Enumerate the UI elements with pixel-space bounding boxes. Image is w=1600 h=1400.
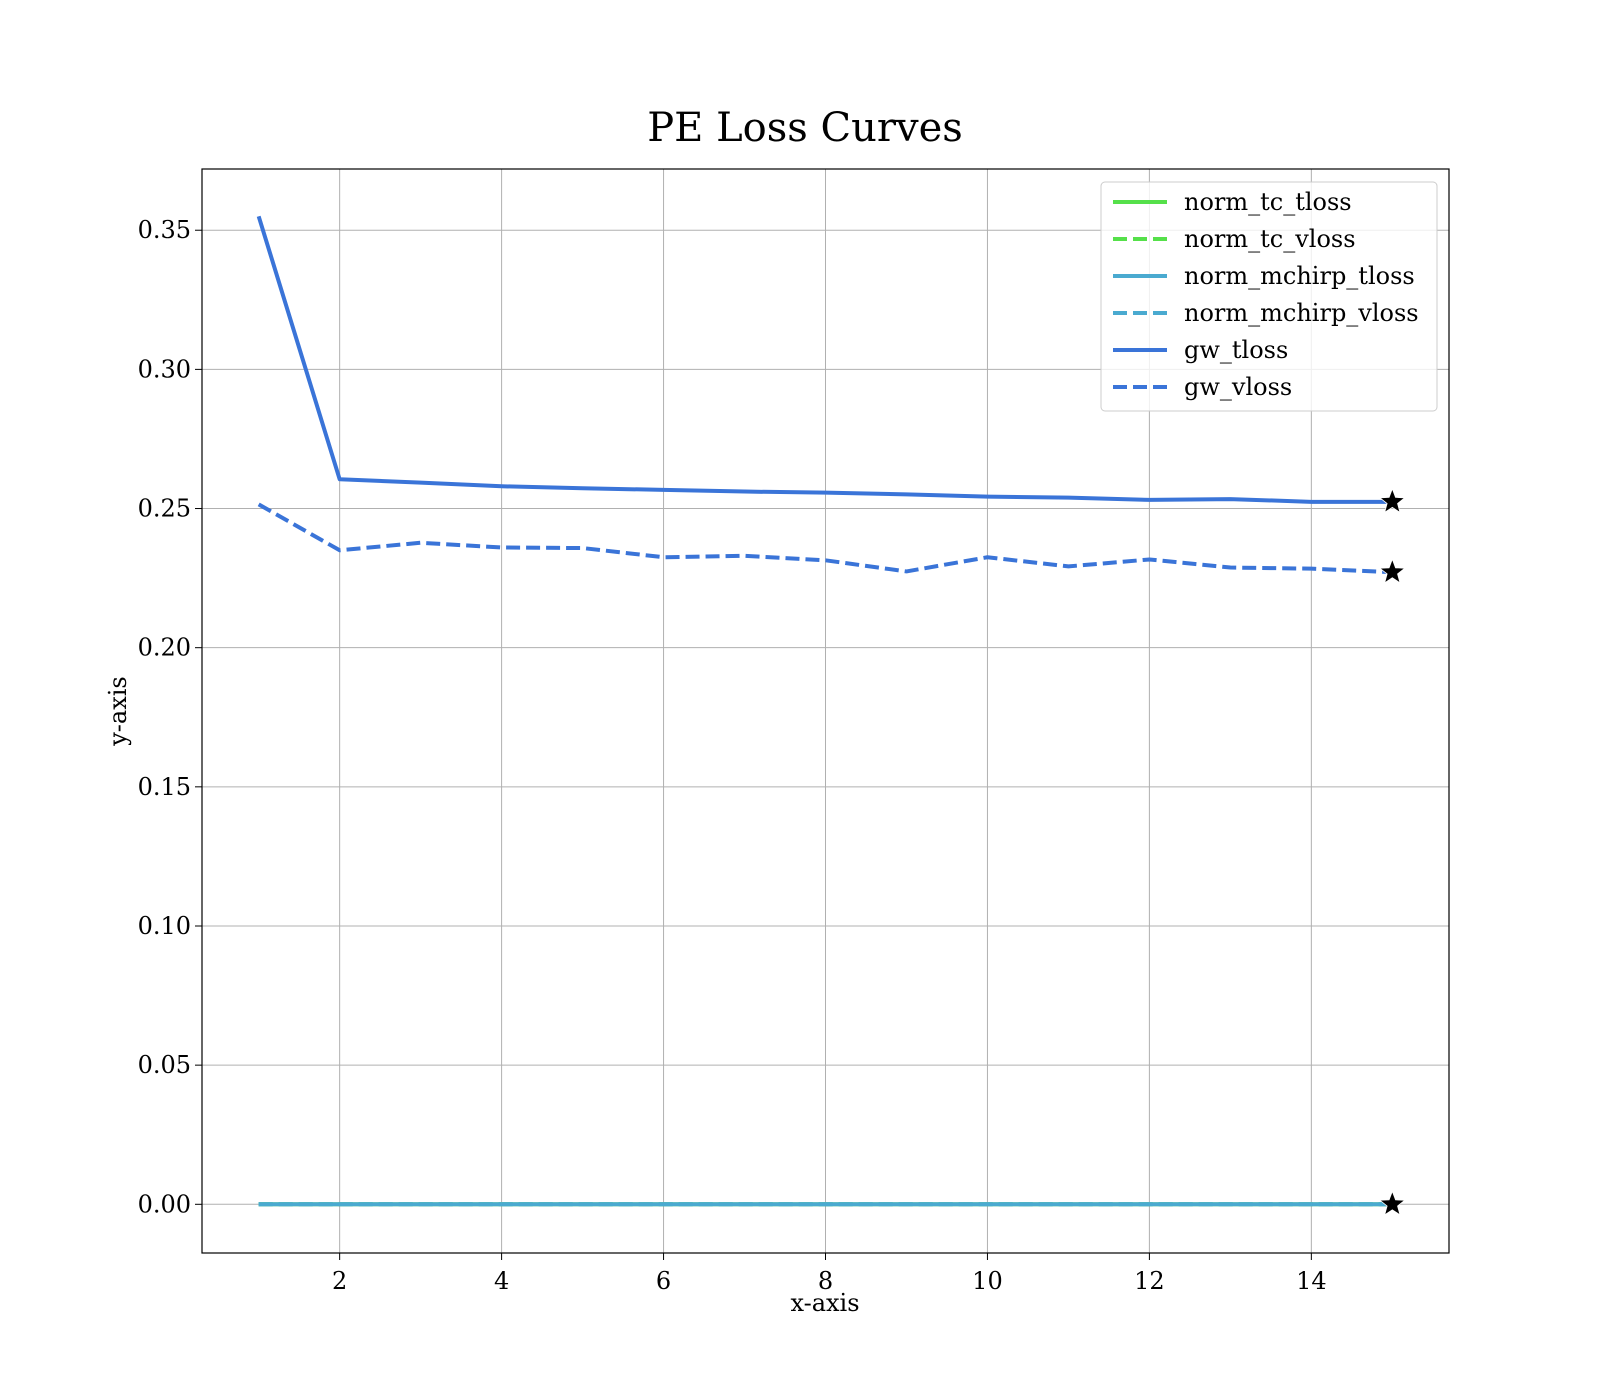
y-tick-label: 0.35 — [138, 216, 191, 244]
chart-title: PE Loss Curves — [647, 105, 963, 151]
star-marker — [1378, 487, 1406, 514]
marker-group — [1378, 487, 1406, 1216]
y-tick-label: 0.00 — [138, 1190, 191, 1218]
x-tick-label: 12 — [1134, 1267, 1165, 1295]
legend-label-gw-tloss: gw_tloss — [1184, 336, 1288, 364]
series-line-gw-vloss — [257, 502, 1393, 575]
series-line-gw-tloss — [256, 215, 1393, 504]
legend-label-gw-vloss: gw_vloss — [1184, 373, 1292, 401]
star-marker — [1378, 558, 1406, 584]
x-tick-label: 4 — [494, 1267, 509, 1295]
y-tick-label: 0.25 — [138, 495, 191, 523]
y-tick-label: 0.10 — [138, 912, 191, 940]
y-tick-label: 0.20 — [138, 634, 191, 662]
y-axis-label: y-axis — [104, 676, 132, 747]
y-tick-label: 0.30 — [138, 355, 191, 383]
y-ticks: 0.00 0.05 0.10 0.15 0.20 0.25 0.30 0.35 — [138, 216, 202, 1218]
x-tick-label: 8 — [818, 1267, 833, 1295]
x-tick-label: 14 — [1296, 1267, 1327, 1295]
x-tick-label: 6 — [656, 1267, 671, 1295]
legend: norm_tc_tloss norm_tc_vloss norm_mchirp_tl… — [1100, 181, 1438, 412]
legend-label-norm-mchirp-tloss: norm_mchirp_tloss — [1184, 262, 1415, 290]
legend-label-norm-mchirp-vloss: norm_mchirp_vloss — [1184, 299, 1419, 327]
legend-box — [1100, 181, 1438, 412]
legend-label-norm-tc-tloss: norm_tc_tloss — [1184, 188, 1352, 216]
x-ticks: 2 4 6 8 10 12 14 — [332, 1253, 1327, 1295]
star-marker — [1378, 1190, 1406, 1216]
x-axis-label: x-axis — [790, 1289, 859, 1317]
series-group — [256, 215, 1393, 1207]
y-tick-label: 0.05 — [138, 1051, 191, 1079]
x-tick-label: 2 — [332, 1267, 347, 1295]
x-tick-label: 10 — [972, 1267, 1003, 1295]
legend-label-norm-tc-vloss: norm_tc_vloss — [1184, 225, 1356, 253]
y-tick-label: 0.15 — [138, 773, 191, 801]
